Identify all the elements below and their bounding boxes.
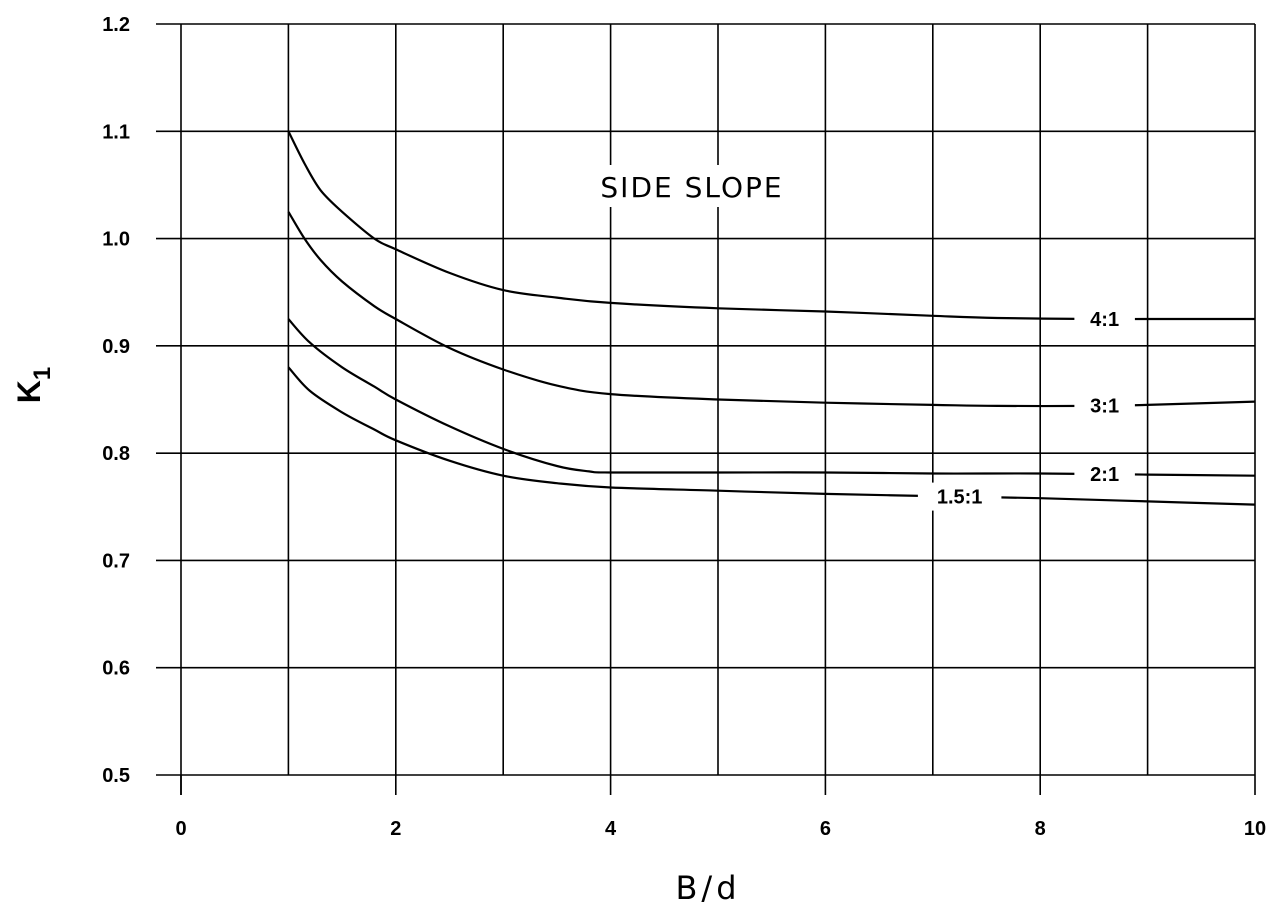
series-labels: 4:1 3:1 2:1 1.5:1 (917, 305, 1135, 511)
series-label-background (1074, 391, 1135, 420)
x-tick-label: 8 (1035, 818, 1046, 840)
series-label-background (1074, 305, 1135, 334)
series-line-2-1 (287, 318, 1256, 477)
x-tick-label: 10 (1244, 818, 1266, 840)
y-axis-label-main: K (11, 380, 47, 403)
tick-labels: 0.5 0.6 0.7 0.8 0.9 1.0 1.1 1.2 0 2 4 6 8 10 (102, 14, 1266, 840)
series-line-1-5-1 (287, 366, 1256, 506)
x-tick-label: 4 (605, 818, 617, 840)
grid (156, 23, 1256, 795)
series-label: 3:1 (1090, 396, 1119, 418)
y-tick-label: 1.0 (102, 229, 130, 251)
y-tick-label: 0.7 (102, 550, 130, 572)
side-slope-annotation: SIDE SLOPE (600, 171, 783, 204)
x-tick-label: 2 (390, 818, 401, 840)
y-axis-label-subscript: 1 (29, 367, 56, 380)
series-label-background (1074, 460, 1135, 489)
y-tick-label: 0.8 (102, 443, 130, 465)
annotation-background (590, 165, 795, 207)
x-tick-label: 0 (175, 818, 186, 840)
y-tick-label: 0.6 (102, 658, 130, 680)
y-axis-label: K1 (11, 367, 56, 403)
series-line-4-1 (287, 130, 1255, 321)
series-label-background (917, 482, 1002, 511)
y-tick-label: 1.2 (102, 14, 130, 36)
y-tick-label: 0.9 (102, 336, 130, 358)
series-label: 4:1 (1090, 309, 1119, 331)
x-axis-label: B/d (675, 869, 740, 907)
y-tick-label: 0.5 (102, 765, 130, 787)
y-tick-label: 1.1 (102, 121, 130, 143)
series-label: 1.5:1 (937, 487, 983, 509)
curves (287, 130, 1256, 506)
svg-text:K1: K1 (11, 367, 56, 403)
series-label: 2:1 (1090, 464, 1119, 486)
x-tick-label: 6 (820, 818, 831, 840)
series-line-3-1 (287, 211, 1256, 408)
